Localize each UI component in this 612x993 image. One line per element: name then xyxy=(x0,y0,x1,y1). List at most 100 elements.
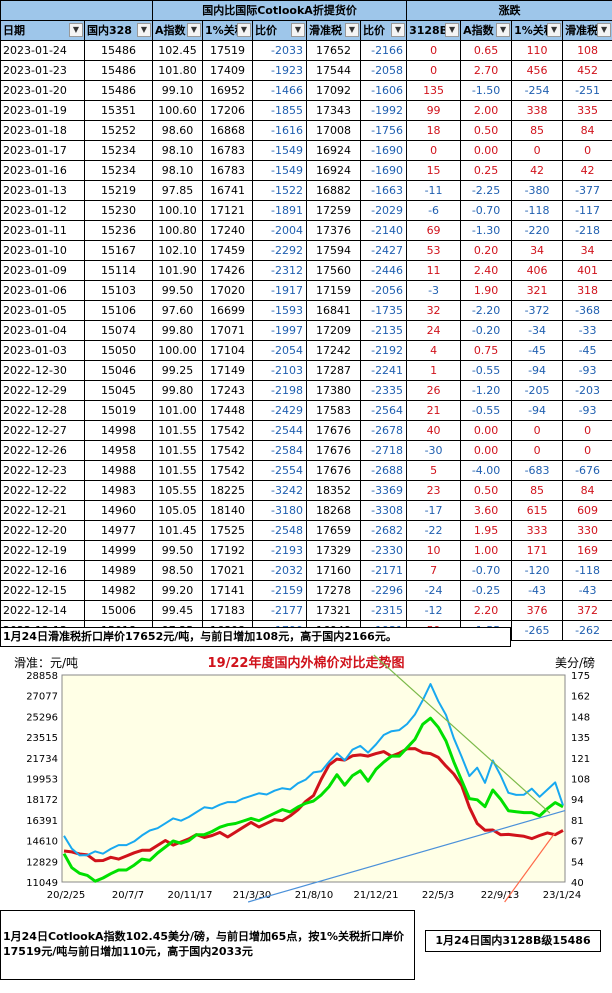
table-cell[interactable]: 17071 xyxy=(202,320,253,341)
table-cell[interactable]: 14977 xyxy=(84,520,153,541)
table-cell[interactable]: -2564 xyxy=(359,400,408,421)
table-cell[interactable]: 0 xyxy=(511,420,564,441)
filter-dropdown-icon[interactable]: ▼ xyxy=(187,23,201,37)
table-cell[interactable]: 100.10 xyxy=(152,200,203,221)
table-cell[interactable]: 0 xyxy=(562,420,612,441)
table-cell[interactable]: 2023-01-06 xyxy=(0,280,85,301)
table-cell[interactable]: 15006 xyxy=(84,600,153,621)
table-cell[interactable]: -4.00 xyxy=(460,460,513,481)
table-cell[interactable]: -30 xyxy=(406,440,462,461)
table-cell[interactable]: -11 xyxy=(406,180,462,201)
table-cell[interactable]: 376 xyxy=(511,600,564,621)
table-cell[interactable]: 17259 xyxy=(306,200,361,221)
table-cell[interactable]: 2023-01-04 xyxy=(0,320,85,341)
table-cell[interactable]: 101.80 xyxy=(152,60,203,81)
table-cell[interactable]: 17329 xyxy=(306,540,361,561)
table-cell[interactable]: 16783 xyxy=(202,140,253,161)
table-cell[interactable]: 15486 xyxy=(84,60,153,81)
table-cell[interactable]: 14999 xyxy=(84,540,153,561)
table-cell[interactable]: 2022-12-16 xyxy=(0,560,85,581)
table-cell[interactable]: -0.55 xyxy=(460,400,513,421)
table-cell[interactable]: 2023-01-05 xyxy=(0,300,85,321)
table-cell[interactable]: 0.75 xyxy=(460,340,513,361)
table-cell[interactable]: -2429 xyxy=(252,400,307,421)
table-cell[interactable]: -45 xyxy=(511,340,564,361)
table-cell[interactable]: 17008 xyxy=(306,120,361,141)
table-cell[interactable]: 98.10 xyxy=(152,140,203,161)
table-cell[interactable]: 2022-12-30 xyxy=(0,360,85,381)
table-cell[interactable]: 2023-01-23 xyxy=(0,60,85,81)
table-cell[interactable]: 2022-12-23 xyxy=(0,460,85,481)
table-cell[interactable]: -203 xyxy=(562,380,612,401)
table-cell[interactable]: 2022-12-19 xyxy=(0,540,85,561)
table-cell[interactable]: -1522 xyxy=(252,180,307,201)
table-cell[interactable]: 14982 xyxy=(84,580,153,601)
table-cell[interactable]: 17209 xyxy=(306,320,361,341)
table-cell[interactable]: 108 xyxy=(562,40,612,61)
table-cell[interactable]: 1.95 xyxy=(460,520,513,541)
table-cell[interactable]: -12 xyxy=(406,600,462,621)
table-cell[interactable]: -2054 xyxy=(252,340,307,361)
table-cell[interactable]: 330 xyxy=(562,520,612,541)
table-cell[interactable]: 15045 xyxy=(84,380,153,401)
table-cell[interactable]: 0.00 xyxy=(460,440,513,461)
table-cell[interactable]: 17544 xyxy=(306,60,361,81)
table-cell[interactable]: -2718 xyxy=(359,440,408,461)
table-cell[interactable]: 34 xyxy=(511,240,564,261)
table-cell[interactable]: 99.45 xyxy=(152,600,203,621)
table-cell[interactable]: -22 xyxy=(406,520,462,541)
table-cell[interactable]: 456 xyxy=(511,60,564,81)
table-cell[interactable]: 17321 xyxy=(306,600,361,621)
table-cell[interactable]: 15219 xyxy=(84,180,153,201)
table-cell[interactable]: -1756 xyxy=(359,120,408,141)
filter-dropdown-icon[interactable]: ▼ xyxy=(137,23,151,37)
table-cell[interactable]: 0 xyxy=(406,40,462,61)
table-cell[interactable]: 321 xyxy=(511,280,564,301)
table-cell[interactable]: 0 xyxy=(511,440,564,461)
table-cell[interactable]: 100.80 xyxy=(152,220,203,241)
table-cell[interactable]: -93 xyxy=(562,400,612,421)
table-cell[interactable]: 42 xyxy=(511,160,564,181)
table-cell[interactable]: 85 xyxy=(511,480,564,501)
table-cell[interactable]: -2171 xyxy=(359,560,408,581)
table-cell[interactable]: -120 xyxy=(511,560,564,581)
table-cell[interactable]: -2584 xyxy=(252,440,307,461)
table-cell[interactable]: -118 xyxy=(511,200,564,221)
table-cell[interactable]: 17560 xyxy=(306,260,361,281)
table-cell[interactable]: 15351 xyxy=(84,100,153,121)
table-cell[interactable]: 615 xyxy=(511,500,564,521)
table-cell[interactable]: 17583 xyxy=(306,400,361,421)
table-cell[interactable]: 21 xyxy=(406,400,462,421)
table-cell[interactable]: 101.00 xyxy=(152,400,203,421)
table-cell[interactable]: 16783 xyxy=(202,160,253,181)
table-cell[interactable]: 99 xyxy=(406,100,462,121)
table-cell[interactable]: -265 xyxy=(511,620,564,641)
table-cell[interactable]: 17104 xyxy=(202,340,253,361)
table-cell[interactable]: 17676 xyxy=(306,440,361,461)
table-cell[interactable]: 15103 xyxy=(84,280,153,301)
table-cell[interactable]: 17594 xyxy=(306,240,361,261)
table-cell[interactable]: 99.80 xyxy=(152,320,203,341)
table-cell[interactable]: 14989 xyxy=(84,560,153,581)
table-cell[interactable]: -1891 xyxy=(252,200,307,221)
table-cell[interactable]: -2544 xyxy=(252,420,307,441)
table-cell[interactable]: 17542 xyxy=(202,460,253,481)
table-cell[interactable]: -1855 xyxy=(252,100,307,121)
table-cell[interactable]: 2023-01-10 xyxy=(0,240,85,261)
table-cell[interactable]: -2335 xyxy=(359,380,408,401)
table-cell[interactable]: -3242 xyxy=(252,480,307,501)
table-cell[interactable]: 1.90 xyxy=(460,280,513,301)
table-cell[interactable]: -2140 xyxy=(359,220,408,241)
table-cell[interactable]: 609 xyxy=(562,500,612,521)
table-cell[interactable]: -254 xyxy=(511,80,564,101)
table-cell[interactable]: -251 xyxy=(562,80,612,101)
filter-dropdown-icon[interactable]: ▼ xyxy=(445,23,460,37)
table-cell[interactable]: -2198 xyxy=(252,380,307,401)
table-cell[interactable]: -24 xyxy=(406,580,462,601)
table-cell[interactable]: 335 xyxy=(562,100,612,121)
table-cell[interactable]: -45 xyxy=(562,340,612,361)
table-cell[interactable]: 17149 xyxy=(202,360,253,381)
table-cell[interactable]: -2.25 xyxy=(460,180,513,201)
table-cell[interactable]: -2032 xyxy=(252,560,307,581)
table-cell[interactable]: 0 xyxy=(562,440,612,461)
